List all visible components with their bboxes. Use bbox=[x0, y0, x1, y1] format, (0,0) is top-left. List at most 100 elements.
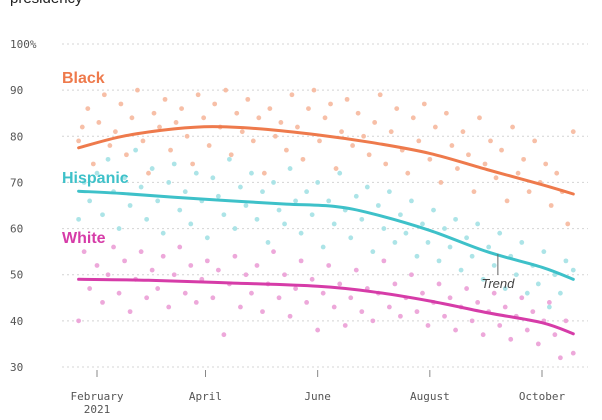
series-labels: Black Hispanic White bbox=[62, 70, 129, 247]
trend-line-black bbox=[77, 125, 575, 196]
point-black bbox=[112, 129, 118, 135]
point-white bbox=[149, 267, 155, 273]
point-hispanic bbox=[375, 203, 381, 208]
point-hispanic bbox=[458, 267, 464, 273]
point-hispanic bbox=[546, 304, 552, 310]
point-black bbox=[355, 110, 361, 116]
point-black bbox=[344, 96, 350, 102]
point-hispanic bbox=[331, 221, 337, 227]
point-hispanic bbox=[182, 189, 188, 195]
point-hispanic bbox=[100, 212, 105, 218]
point-black bbox=[162, 96, 168, 102]
point-white bbox=[535, 341, 541, 347]
point-hispanic bbox=[221, 212, 227, 218]
point-black bbox=[532, 138, 538, 144]
point-black bbox=[333, 166, 339, 171]
point-black bbox=[455, 166, 460, 171]
point-hispanic bbox=[204, 235, 210, 241]
point-hispanic bbox=[469, 253, 475, 259]
point-white bbox=[127, 309, 133, 315]
point-black bbox=[295, 124, 300, 130]
point-white bbox=[249, 290, 254, 296]
point-black bbox=[124, 152, 129, 158]
point-black bbox=[366, 152, 372, 158]
point-hispanic bbox=[127, 203, 133, 208]
point-hispanic bbox=[171, 161, 177, 167]
point-black bbox=[239, 129, 245, 135]
point-hispanic bbox=[480, 276, 486, 282]
x-tick-label: June bbox=[304, 390, 331, 403]
point-black bbox=[317, 138, 322, 144]
point-white bbox=[238, 304, 243, 310]
point-white bbox=[524, 327, 530, 333]
point-black bbox=[256, 115, 262, 121]
point-black bbox=[101, 92, 107, 98]
point-black bbox=[438, 180, 444, 185]
point-hispanic bbox=[398, 212, 403, 218]
point-black bbox=[267, 106, 273, 111]
point-black bbox=[250, 138, 256, 144]
series-label-white: White bbox=[62, 230, 106, 247]
point-hispanic bbox=[513, 272, 519, 278]
point-white bbox=[326, 263, 332, 268]
point-hispanic bbox=[133, 147, 139, 153]
x-tick-sublabel: 2021 bbox=[84, 403, 111, 416]
point-black bbox=[394, 106, 400, 111]
trend-lines bbox=[77, 125, 575, 336]
point-white bbox=[348, 295, 354, 301]
point-white bbox=[469, 318, 475, 324]
trend-line-white bbox=[77, 277, 575, 336]
point-black bbox=[300, 156, 306, 162]
point-white bbox=[570, 350, 576, 356]
point-hispanic bbox=[309, 212, 315, 218]
point-black bbox=[85, 106, 91, 111]
point-white bbox=[144, 295, 150, 301]
scatter-points bbox=[76, 87, 576, 361]
point-black bbox=[107, 143, 113, 148]
point-hispanic bbox=[563, 258, 569, 264]
x-tick-label: February bbox=[71, 390, 124, 403]
point-black bbox=[543, 161, 549, 167]
y-axis-ticks: 100% 90 80 70 60 50 40 30 bbox=[10, 38, 37, 374]
point-hispanic bbox=[232, 226, 238, 231]
point-black bbox=[510, 124, 515, 130]
point-white bbox=[254, 263, 260, 268]
point-white bbox=[359, 309, 365, 315]
annotation-trend: Trend bbox=[481, 276, 515, 291]
point-white bbox=[392, 281, 398, 287]
point-black bbox=[261, 170, 267, 176]
point-black bbox=[245, 96, 251, 102]
point-white bbox=[447, 295, 453, 301]
point-hispanic bbox=[409, 198, 414, 204]
point-black bbox=[383, 161, 389, 167]
point-hispanic bbox=[364, 184, 370, 190]
point-hispanic bbox=[541, 249, 547, 255]
point-white bbox=[552, 332, 558, 338]
point-white bbox=[177, 244, 183, 250]
point-hispanic bbox=[497, 230, 503, 236]
point-white bbox=[398, 313, 403, 319]
y-tick-label: 60 bbox=[10, 223, 23, 236]
point-white bbox=[519, 295, 525, 301]
point-black bbox=[372, 120, 378, 125]
point-hispanic bbox=[193, 170, 199, 176]
point-hispanic bbox=[326, 198, 332, 204]
point-white bbox=[557, 355, 563, 361]
point-white bbox=[155, 286, 161, 291]
point-white bbox=[111, 244, 116, 250]
point-white bbox=[298, 258, 304, 264]
point-white bbox=[94, 263, 100, 268]
point-black bbox=[228, 152, 234, 158]
point-hispanic bbox=[243, 203, 249, 208]
point-white bbox=[491, 290, 497, 296]
point-black bbox=[272, 133, 278, 139]
point-black bbox=[570, 129, 576, 135]
point-black bbox=[168, 147, 173, 153]
point-black bbox=[449, 143, 455, 148]
point-hispanic bbox=[370, 249, 376, 255]
point-black bbox=[129, 115, 135, 121]
point-black bbox=[157, 124, 162, 130]
point-white bbox=[193, 300, 199, 305]
point-white bbox=[425, 323, 431, 328]
point-white bbox=[204, 258, 210, 264]
